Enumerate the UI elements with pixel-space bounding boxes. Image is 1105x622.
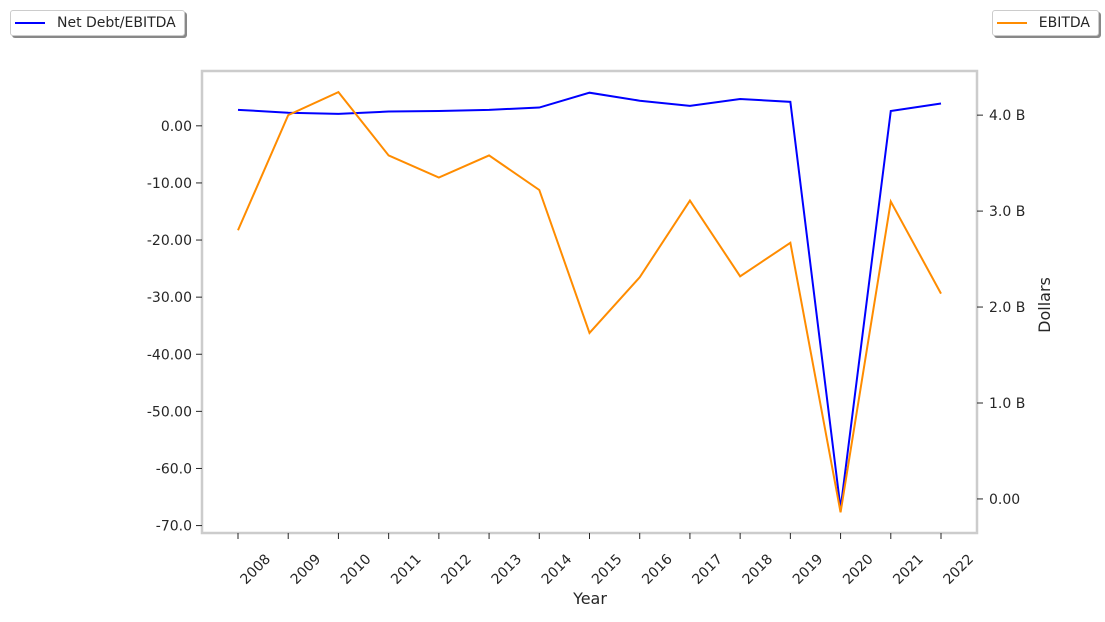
- x-tick-label: 2009: [288, 551, 325, 588]
- x-tick-label: 2015: [589, 551, 626, 588]
- legend-right: EBITDA: [991, 10, 1099, 36]
- legend-swatch: [996, 22, 1027, 24]
- x-tick-label: 2012: [438, 551, 475, 588]
- x-tick-label: 2010: [338, 551, 375, 588]
- right-axis-label: Dollars: [1035, 277, 1054, 333]
- left-tick-label: 0.00: [161, 119, 192, 135]
- left-tick-label: -60.0: [156, 461, 192, 477]
- right-tick-label: 2.0 B: [989, 300, 1025, 316]
- right-tick-label: 3.0 B: [989, 204, 1025, 220]
- x-tick-label: 2020: [840, 551, 877, 588]
- left-tick-label: -70.0: [156, 519, 192, 535]
- legend-label: EBITDA: [1038, 15, 1090, 31]
- right-tick-label: 4.0 B: [989, 108, 1025, 124]
- x-tick-label: 2014: [539, 551, 576, 588]
- x-tick-label: 2019: [790, 551, 827, 588]
- x-tick-label: 2022: [941, 551, 978, 588]
- x-tick-label: 2018: [740, 551, 777, 588]
- legend-label: Net Debt/EBITDA: [57, 15, 176, 31]
- right-tick-label: 1.0 B: [989, 396, 1025, 412]
- left-tick-label: -10.00: [147, 176, 192, 192]
- plot-area: [200, 69, 979, 535]
- series-line-ebitda: [237, 90, 942, 513]
- legend-swatch: [15, 22, 45, 24]
- x-tick-label: 2017: [689, 551, 726, 588]
- legend-left: Net Debt/EBITDA: [10, 10, 185, 36]
- left-tick-label: -50.00: [147, 404, 192, 420]
- left-tick-label: -30.00: [147, 290, 192, 306]
- x-tick-label: 2013: [489, 551, 526, 588]
- x-tick-label: 2016: [639, 551, 676, 588]
- x-tick-label: 2021: [890, 551, 927, 588]
- left-tick-label: -20.00: [147, 233, 192, 249]
- x-tick-label: 2011: [388, 551, 425, 588]
- x-tick-label: 2008: [238, 551, 275, 588]
- left-tick-label: -40.00: [147, 347, 192, 363]
- x-axis-label: Year: [572, 589, 607, 608]
- right-tick-label: 0.00: [989, 492, 1020, 508]
